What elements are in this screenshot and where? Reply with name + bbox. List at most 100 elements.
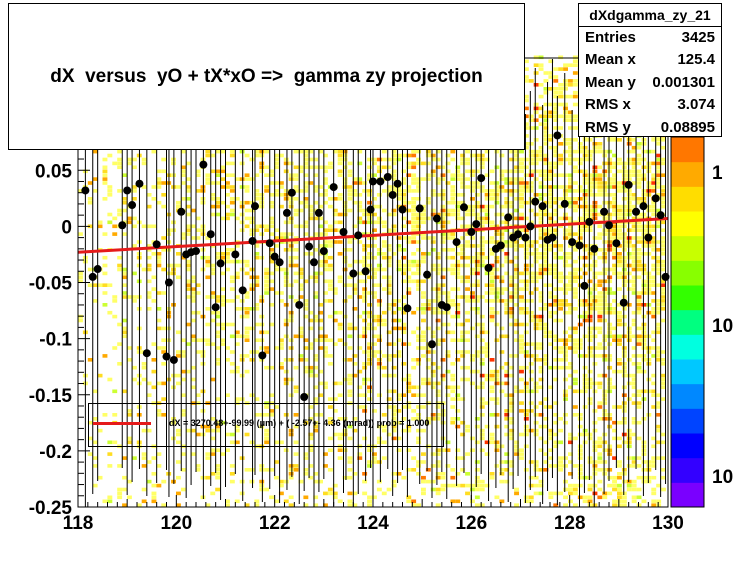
histogram-cell [494,464,500,468]
histogram-cell [519,287,524,291]
histogram-cell [367,499,372,504]
histogram-cell [621,295,627,299]
histogram-cell [621,314,627,319]
histogram-cell [514,385,519,390]
histogram-cell [210,491,216,496]
histogram-cell [489,189,495,193]
histogram-cell [225,358,230,362]
profile-point [403,304,412,313]
histogram-cell [558,114,564,119]
histogram-cell [514,491,519,496]
histogram-cell [661,138,666,142]
histogram-cell [323,338,328,342]
histogram-cell [313,208,319,213]
histogram-cell [440,216,446,221]
histogram-cell [450,193,456,197]
histogram-cell [661,397,666,401]
histogram-cell [264,283,270,287]
histogram-cell [391,224,397,229]
histogram-cell [303,303,309,307]
histogram-cell [210,291,216,295]
histogram-cell [406,185,412,189]
histogram-cell [504,369,510,374]
histogram-cell [225,259,230,264]
histogram-cell [533,318,539,323]
histogram-cell [641,499,647,504]
histogram-cell [572,55,578,60]
histogram-cell [543,263,549,268]
histogram-cell [474,244,480,248]
histogram-cell [656,299,662,303]
histogram-cell [641,236,647,240]
histogram-cell [180,169,186,174]
histogram-cell [484,342,490,346]
histogram-cell [661,228,666,232]
histogram-cell [391,189,397,193]
histogram-cell [357,200,363,205]
histogram-cell [278,267,284,272]
histogram-cell [465,428,470,433]
histogram-cell [626,212,632,217]
histogram-cell [308,149,314,154]
histogram-cell [509,181,515,185]
histogram-cell [597,326,603,331]
histogram-cell [592,200,598,205]
histogram-cell [406,373,412,378]
histogram-cell [122,326,127,331]
histogram-cell [538,413,544,417]
histogram-cell [225,267,230,272]
histogram-cell [563,67,568,71]
histogram-cell [141,161,147,166]
histogram-cell [318,310,323,315]
histogram-cell [587,350,593,354]
histogram-cell [607,452,613,456]
histogram-cell [391,354,397,358]
histogram-cell [636,405,642,409]
histogram-cell [563,142,568,146]
histogram-cell [229,479,235,484]
histogram-cell [357,149,363,154]
histogram-cell [631,310,637,315]
profile-point [216,259,225,268]
histogram-cell [401,216,407,221]
histogram-cell [259,197,265,201]
histogram-cell [381,208,387,213]
histogram-cell [342,432,348,437]
histogram-cell [210,267,216,272]
histogram-cell [185,259,191,264]
histogram-cell [117,263,123,268]
histogram-cell [504,468,510,472]
histogram-cell [225,252,230,256]
histogram-cell [656,271,662,276]
histogram-cell [479,216,485,221]
histogram-cell [372,228,377,232]
histogram-cell [656,142,662,146]
histogram-cell [563,189,568,193]
histogram-cell [465,318,470,323]
histogram-cell [592,448,598,452]
profile-point [135,179,144,188]
histogram-cell [455,216,461,221]
histogram-cell [117,495,123,500]
histogram-cell [210,204,216,209]
histogram-cell [342,255,348,260]
histogram-cell [558,255,564,260]
histogram-cell [416,440,421,445]
histogram-cell [533,138,539,142]
histogram-cell [161,326,167,331]
histogram-cell [435,448,441,452]
histogram-cell [127,440,132,445]
histogram-cell [470,169,475,174]
histogram-cell [244,259,250,264]
histogram-cell [176,350,181,354]
histogram-cell [636,267,642,272]
histogram-cell [582,200,588,205]
histogram-cell [470,307,475,311]
histogram-cell [523,98,529,103]
histogram-cell [538,212,544,217]
histogram-cell [641,165,647,170]
histogram-cell [538,318,544,323]
histogram-cell [450,232,456,236]
histogram-cell [122,456,127,460]
histogram-cell [416,346,421,350]
